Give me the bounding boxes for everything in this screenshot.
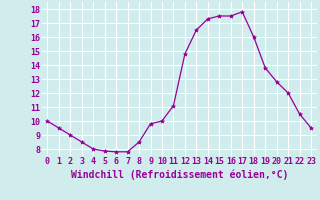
- X-axis label: Windchill (Refroidissement éolien,°C): Windchill (Refroidissement éolien,°C): [70, 169, 288, 180]
